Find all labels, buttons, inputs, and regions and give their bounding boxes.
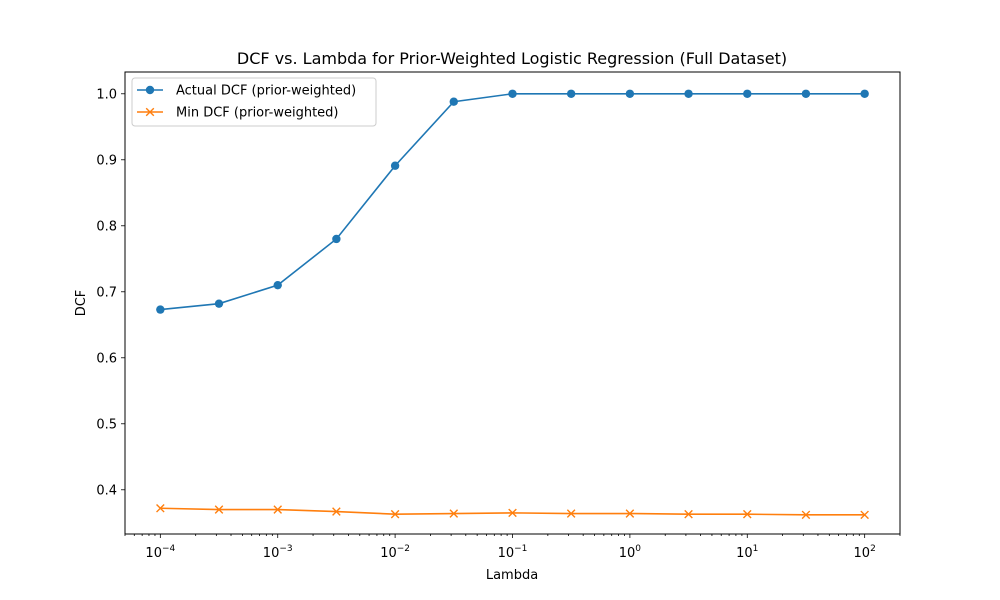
- data-point-x: [801, 510, 811, 520]
- x-tick-exponent: −1: [514, 544, 527, 554]
- data-point-circle: [156, 305, 165, 314]
- data-point-x: [273, 505, 283, 514]
- x-tick-exponent: 2: [870, 544, 876, 554]
- y-tick-label: 0.5: [96, 417, 117, 432]
- data-point-x: [156, 503, 165, 513]
- x-tick-base: 10: [854, 546, 871, 561]
- y-tick-label: 0.7: [96, 285, 117, 300]
- data-point-circle: [625, 89, 635, 98]
- y-tick-label: 0.9: [96, 153, 117, 168]
- data-point-x: [742, 509, 752, 519]
- data-point-circle: [214, 299, 224, 308]
- data-point-x: [508, 508, 517, 518]
- x-tick-base: 10: [380, 546, 397, 561]
- legend-frame: [131, 77, 377, 127]
- data-point-circle: [743, 89, 752, 98]
- x-tick-base: 10: [498, 546, 515, 561]
- data-point-circle: [332, 234, 341, 244]
- x-tick-base: 10: [263, 546, 280, 561]
- data-point-circle: [860, 89, 869, 98]
- x-tick-exponent: −4: [162, 544, 176, 554]
- x-tick-exponent: −3: [279, 544, 292, 554]
- legend-marker-x: [145, 107, 155, 117]
- legend-label: Actual DCF (prior-weighted): [176, 84, 356, 99]
- data-point-circle: [508, 89, 517, 98]
- data-point-x: [390, 509, 400, 519]
- data-point-x: [684, 509, 693, 519]
- chart-title: DCF vs. Lambda for Prior-Weighted Logist…: [237, 49, 787, 68]
- x-tick-label: 100: [619, 544, 642, 561]
- x-axis-ticks: 10−4 10−3 10−2 10−1 100 101 102: [124, 534, 901, 561]
- y-tick-label: 0.8: [96, 219, 117, 234]
- y-tick-label: 1.0: [96, 87, 117, 102]
- x-tick-base: 10: [619, 546, 636, 561]
- data-point-circle: [684, 89, 693, 98]
- x-tick-label: 10−2: [380, 544, 410, 561]
- x-tick-label: 102: [854, 544, 876, 561]
- y-tick-label: 0.6: [96, 351, 117, 366]
- data-point-x: [214, 505, 224, 514]
- data-point-x: [449, 509, 459, 518]
- data-point-x: [566, 509, 576, 518]
- x-axis-label: Lambda: [486, 568, 538, 583]
- x-tick-label: 10−3: [263, 544, 293, 561]
- data-point-circle: [801, 89, 811, 98]
- x-tick-label: 10−4: [145, 544, 175, 561]
- legend-marker-circle: [145, 85, 155, 95]
- y-axis-label: DCF: [74, 290, 89, 317]
- legend-label: Min DCF (prior-weighted): [176, 106, 339, 121]
- data-point-x: [625, 509, 635, 518]
- y-axis-ticks: 0.4 0.5 0.6 0.7 0.8 0.9 1.0: [96, 87, 125, 498]
- x-tick-base: 10: [145, 546, 162, 561]
- data-point-circle: [273, 280, 282, 290]
- data-point-circle: [390, 161, 400, 170]
- x-tick-exponent: −2: [397, 544, 410, 554]
- x-tick-exponent: 0: [635, 544, 641, 554]
- data-point-circle: [449, 97, 458, 106]
- legend: Actual DCF (prior-weighted) Min DCF (prio…: [131, 77, 377, 127]
- data-point-x: [332, 507, 341, 516]
- x-tick-base: 10: [736, 546, 753, 561]
- data-point-circle: [566, 89, 576, 98]
- data-point-x: [860, 510, 869, 520]
- x-tick-label: 101: [736, 544, 758, 561]
- plot-area: [156, 89, 869, 520]
- x-tick-exponent: 1: [753, 544, 759, 554]
- x-tick-label: 10−1: [498, 544, 528, 561]
- y-tick-label: 0.4: [96, 483, 117, 498]
